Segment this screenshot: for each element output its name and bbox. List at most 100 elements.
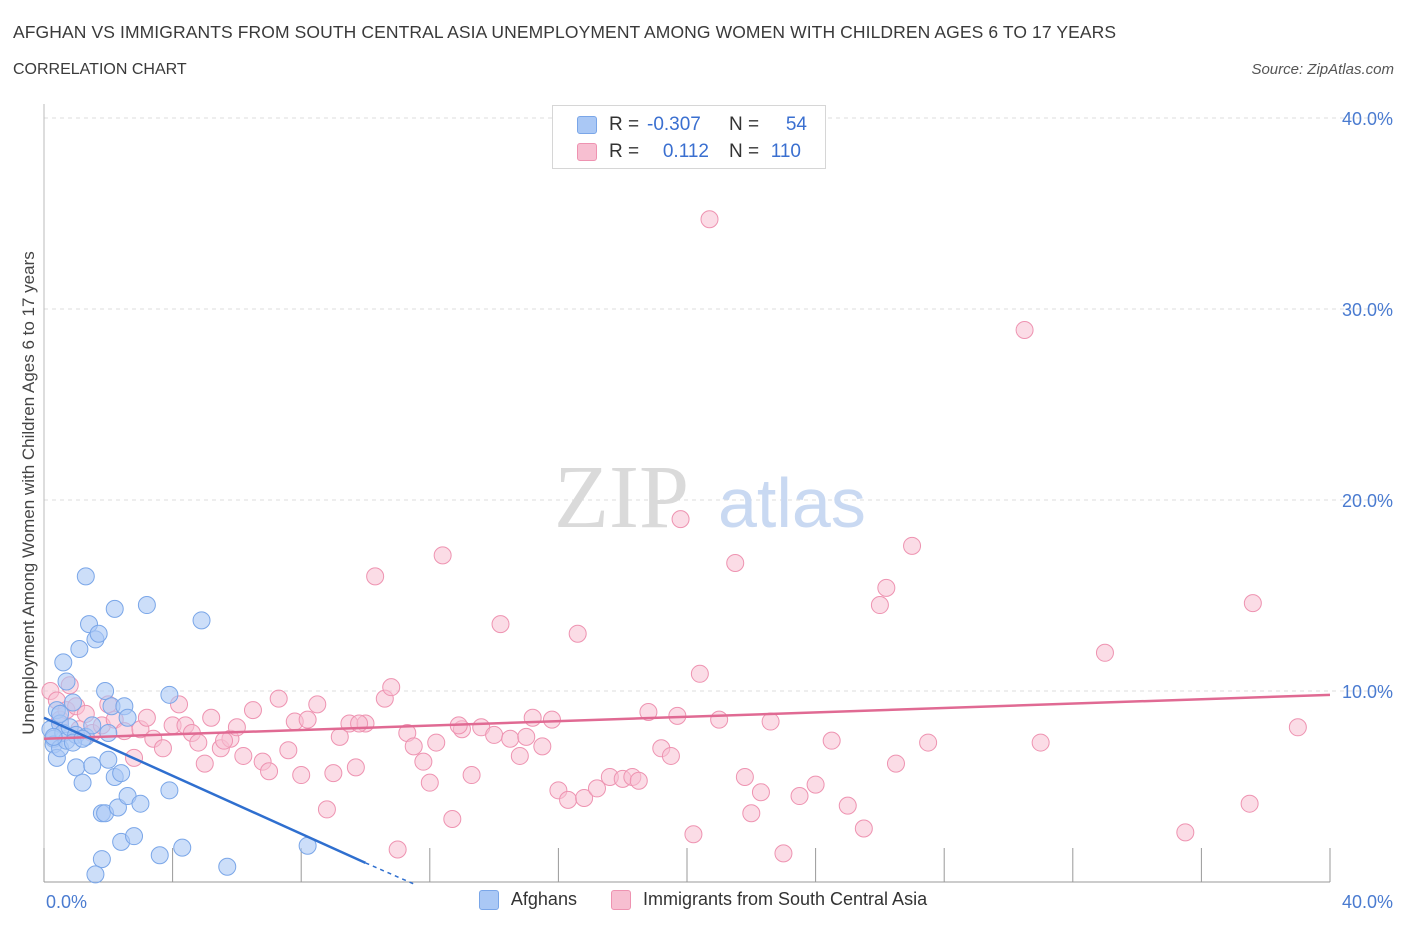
- afghans-point: [73, 773, 92, 792]
- immigrants-point: [366, 567, 385, 586]
- immigrants-point: [774, 844, 793, 863]
- afghans-point: [160, 685, 179, 704]
- afghans-point: [76, 567, 95, 586]
- immigrants-point: [346, 758, 365, 777]
- afghans-legend-label: Afghans: [510, 889, 577, 909]
- immigrants-point: [661, 746, 680, 765]
- immigrants-point: [559, 790, 578, 809]
- immigrants-point: [790, 787, 809, 806]
- legend-item-immigrants[interactable]: Immigrants from South Central Asia: [610, 889, 928, 910]
- afghans-point: [118, 708, 137, 727]
- immigrants-point: [189, 733, 208, 752]
- immigrants-point: [1176, 823, 1195, 842]
- immigrants-point: [234, 746, 253, 765]
- immigrants-point: [202, 708, 221, 727]
- immigrants-point: [433, 546, 452, 565]
- legend-row-afghans: R = -0.307 N = 54: [577, 112, 807, 138]
- immigrants-point: [806, 775, 825, 794]
- immigrants-point: [587, 779, 606, 798]
- immigrants-legend-label: Immigrants from South Central Asia: [642, 889, 928, 909]
- immigrants-point: [671, 510, 690, 529]
- immigrants-point: [726, 554, 745, 573]
- immigrants-point: [269, 689, 288, 708]
- immigrants-legend-swatch: [610, 889, 631, 910]
- immigrants-point: [404, 737, 423, 756]
- immigrants-point: [575, 788, 594, 807]
- immigrants-point: [443, 809, 462, 828]
- immigrants-point: [388, 840, 407, 859]
- afghans-point: [192, 611, 211, 630]
- y-axis-label: Unemployment Among Women with Children A…: [19, 251, 38, 735]
- immigrants-point: [854, 819, 873, 838]
- immigrants-point: [215, 731, 234, 750]
- immigrants-point: [462, 766, 481, 785]
- immigrants-point: [870, 596, 889, 615]
- immigrants-point: [700, 210, 719, 229]
- afghans-point: [150, 846, 169, 865]
- axes: [43, 104, 1331, 883]
- immigrants-point: [542, 710, 561, 729]
- series-legend: Afghans Immigrants from South Central As…: [0, 889, 1406, 910]
- watermark-atlas: atlas: [718, 464, 866, 542]
- immigrants-point: [1031, 733, 1050, 752]
- immigrants-point: [1240, 794, 1259, 813]
- immigrants-point: [568, 624, 587, 643]
- immigrants-point: [903, 536, 922, 555]
- grid-lines: [44, 117, 1392, 692]
- immigrants-point: [533, 737, 552, 756]
- immigrants-point: [1095, 643, 1114, 662]
- immigrants-point: [523, 708, 542, 727]
- immigrants-point: [822, 731, 841, 750]
- y-tick-label: 10.0%: [1342, 682, 1393, 702]
- afghans-point: [99, 724, 118, 743]
- chart-title: AFGHAN VS IMMIGRANTS FROM SOUTH CENTRAL …: [13, 22, 1117, 42]
- afghans-point: [67, 758, 86, 777]
- afghans-points: [41, 567, 317, 884]
- immigrants-point: [292, 766, 311, 785]
- immigrants-point: [491, 615, 510, 634]
- watermark: ZIP atlas: [554, 448, 866, 547]
- afghans-point: [137, 596, 156, 615]
- afghans-point: [89, 624, 108, 643]
- source-label: Source: ZipAtlas.com: [1251, 61, 1394, 78]
- immigrants-points: [41, 210, 1307, 863]
- legend-item-afghans[interactable]: Afghans: [478, 889, 577, 910]
- afghans-point: [51, 704, 70, 723]
- afghans-point: [83, 716, 102, 735]
- immigrants-point: [260, 762, 279, 781]
- afghans-point: [63, 693, 82, 712]
- afghans-point: [99, 750, 118, 769]
- legend-row-immigrants: R = 0.112 N = 110: [577, 139, 801, 165]
- stats-legend: R = -0.307 N = 54 R = 0.112 N = 110: [552, 105, 826, 169]
- afghans-point: [57, 672, 76, 691]
- immigrants-point: [735, 767, 754, 786]
- immigrants-point: [501, 729, 520, 748]
- afghans-point: [131, 794, 150, 813]
- trend-lines: [43, 693, 1331, 885]
- afghans-point: [54, 653, 73, 672]
- tick-labels: 10.0% 20.0% 30.0% 40.0% 0.0% 40.0%: [46, 109, 1393, 912]
- afghans-point: [70, 639, 89, 658]
- chart-subtitle: CORRELATION CHART: [13, 61, 187, 78]
- afghans-trend-extension: [365, 862, 415, 885]
- afghans-point: [86, 865, 105, 884]
- immigrants-point: [308, 695, 327, 714]
- immigrants-point: [382, 678, 401, 697]
- afghans-trend-line: [43, 716, 367, 865]
- immigrants-n-value: 110: [770, 141, 801, 162]
- immigrants-point: [1288, 718, 1307, 737]
- immigrants-point: [761, 712, 780, 731]
- afghans-point: [96, 682, 115, 700]
- immigrants-point: [195, 754, 214, 773]
- immigrants-point: [137, 708, 156, 727]
- watermark-zip: ZIP: [554, 448, 689, 547]
- immigrants-point: [420, 773, 439, 792]
- afghans-point: [92, 850, 111, 869]
- immigrants-point: [639, 703, 658, 722]
- afghans-swatch: [577, 116, 597, 134]
- afghans-point: [218, 857, 237, 876]
- immigrants-r-value: 0.112: [662, 141, 709, 162]
- afghans-r-value: -0.307: [647, 114, 701, 135]
- x-tick-label: 0.0%: [46, 892, 87, 912]
